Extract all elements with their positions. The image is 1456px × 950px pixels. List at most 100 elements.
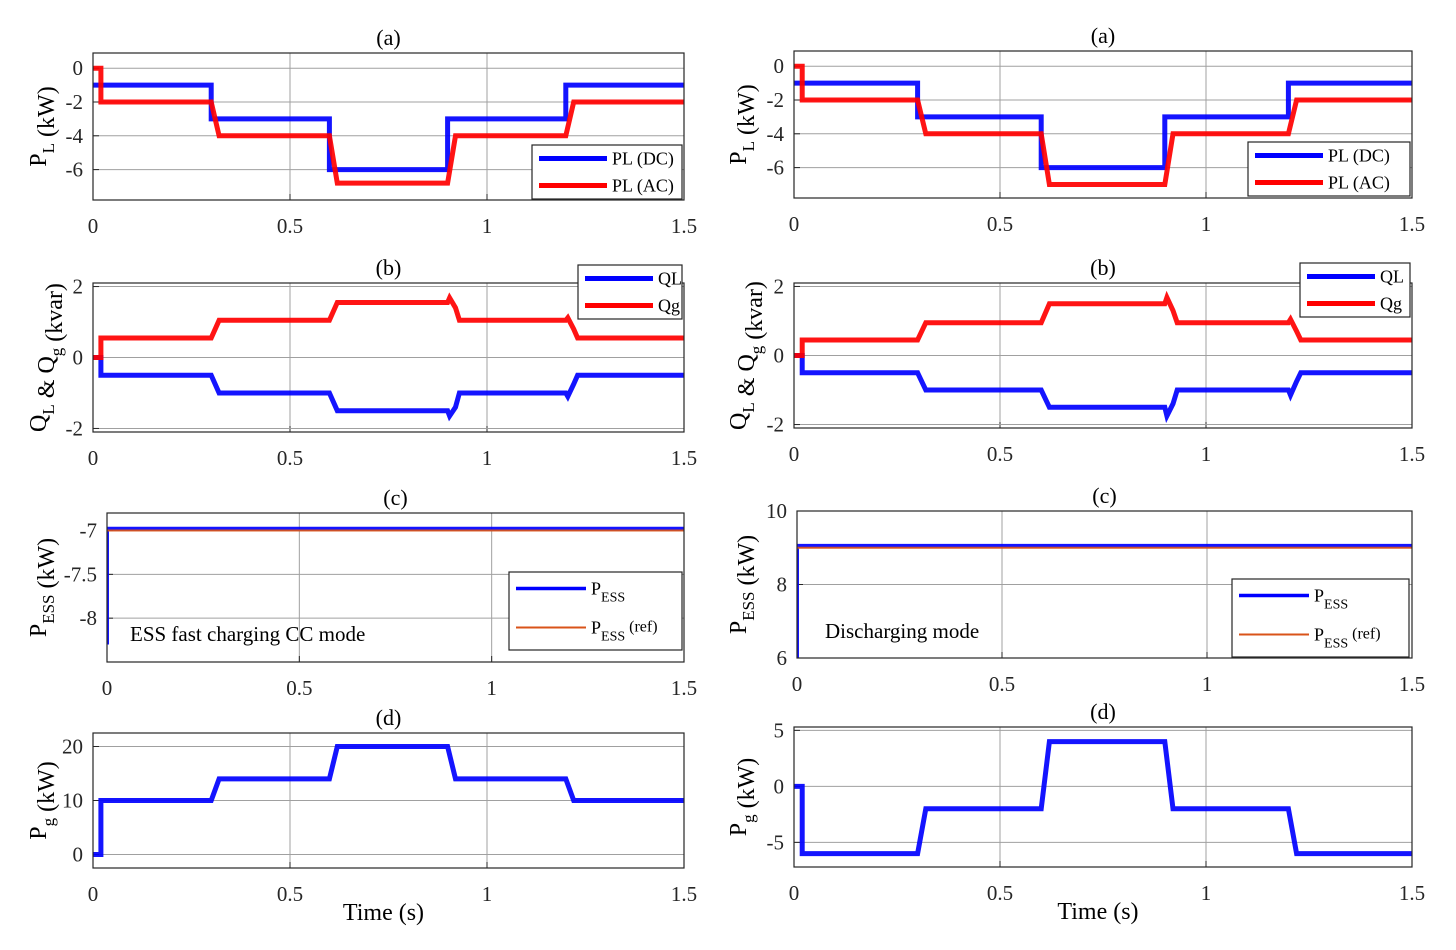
legend-label-1: QL [1380,267,1404,287]
x-tick-label: 0.5 [989,672,1015,696]
x-tick-label: 1 [1202,672,1213,696]
panel-title: (b) [1090,255,1116,280]
axes-frame [92,282,685,433]
series-line-2 [93,292,684,360]
x-tick-label: 1.5 [1399,672,1425,696]
series-line-1 [93,355,684,422]
x-tick-label: 0.5 [277,214,303,238]
y-tick-label: 0 [774,54,785,78]
legend-label-2: PESS (ref) [1314,625,1381,652]
x-tick-label: 0.5 [286,676,312,700]
y-tick-label: -2 [66,90,84,114]
legend-label-1: PESS [591,579,625,606]
legend-box [1247,141,1411,197]
legend-label-main: P [1314,586,1324,606]
y-axis-label-part: g [739,814,758,823]
panel-left-c: 0 0.5 1 1.5-7-7.5-8(c)PESS (kW)ESS fast cha… [26,485,697,700]
legend-label-2: PL (AC) [1328,173,1390,194]
y-tick-label: 2 [73,275,84,299]
y-tick-label: 0 [73,843,84,867]
panel-right-d: 0 0.5 1 1.5 5 0 -5 (d) Pg (kW) Time (s) [726,699,1425,925]
legend: QL Qg [577,264,683,320]
x-tick-label: 0.5 [277,446,303,470]
x-axis-label: Time (s) [343,900,424,926]
panel-title: (a) [1091,23,1115,48]
panel-title: (a) [376,25,400,50]
y-axis-label: Pg (kW) [726,758,760,837]
y-axis-label-part: Q [726,413,752,430]
x-tick-label: 0 [789,442,800,466]
panel-right-a: 0 0.5 1 1.5 0 -2 -4 -6 (a) PL (kW) PL (DC) PL (AC) [726,23,1425,236]
y-axis-label-part: P [26,826,52,839]
y-axis-label-part: (kvar) [42,283,68,348]
y-axis-label-part: g [747,345,766,354]
axes-frame [796,510,1413,659]
y-tick-label: -7.5 [64,562,97,586]
y-tick-label: -4 [66,124,84,148]
x-tick-label: 1.5 [1399,881,1425,905]
x-tick-label: 1 [1201,212,1212,236]
x-tick-label: 1.5 [671,882,697,906]
y-tick-label: 0 [73,56,84,80]
y-axis-label-part: ESS [739,591,758,620]
series-line-1 [794,353,1412,424]
series-line-2 [93,65,684,186]
legend-label-2: Qg [658,296,680,316]
axes-frame [793,282,1413,429]
panel-left-a: 0 0.5 1 1.5 0 -2 -4 -6 (a) PL (kW) PL (DC) PL (AC) [26,25,697,238]
series-line-1 [794,739,1412,857]
mode-annotation: ESS fast charging CC mode [130,622,365,646]
panel-title: (c) [383,485,407,510]
y-tick-label: -5 [767,830,785,854]
x-tick-label: 1 [1201,442,1212,466]
legend-box [577,264,683,320]
legend: PL (DC) PL (AC) [531,144,683,200]
x-tick-label: 1 [482,882,493,906]
y-axis-label-part: P [726,151,752,164]
y-axis-label-part: (kW) [34,538,60,595]
x-tick-label: 0.5 [277,882,303,906]
x-tick-label: 1 [486,676,497,700]
y-axis-label-part: (kW) [34,761,60,818]
y-tick-label: 5 [774,718,785,742]
legend: PL (DC) PL (AC) [1247,141,1411,197]
y-axis-label: PL (kW) [26,86,60,166]
legend-label-2: Qg [1380,294,1402,314]
x-tick-label: 0.5 [987,442,1013,466]
y-tick-label: -6 [66,158,84,182]
x-tick-label: 0 [88,446,99,470]
y-axis-label-part: g [47,347,66,356]
y-tick-label: 8 [777,573,788,597]
legend-label-sub: ESS [1324,637,1348,652]
axes-frame [793,50,1413,199]
y-axis-label-part: ESS [39,594,58,623]
legend-label-2: PESS (ref) [591,618,658,645]
legend: PESS PESS (ref) [508,571,683,651]
x-tick-label: 1.5 [671,214,697,238]
y-axis-label-part: (kW) [734,84,760,141]
y-axis-label-part: P [726,621,752,634]
legend-box [1231,578,1410,658]
axes-frame [92,732,685,869]
y-tick-label: 10 [62,789,83,813]
y-axis-label-part: Q [26,415,52,432]
y-axis-label-part: L [739,402,758,412]
y-axis-label-part: (kW) [734,535,760,592]
x-tick-label: 1 [1201,881,1212,905]
y-axis-label: PL (kW) [726,84,760,164]
mode-annotation: Discharging mode [825,619,979,643]
legend-label-suffix: (ref) [625,619,657,636]
y-tick-label: -7 [80,519,98,543]
x-tick-label: 1 [482,214,493,238]
y-axis-label-part: (kvar) [742,281,768,346]
legend-label-1: PL (DC) [612,149,674,170]
x-tick-label: 1.5 [671,676,697,700]
x-tick-label: 1.5 [1399,442,1425,466]
y-axis-label-part: L [39,143,58,153]
y-axis-label: QL & Qg (kvar) [26,283,68,432]
series-line-1 [107,526,684,645]
x-tick-label: 1.5 [1399,212,1425,236]
